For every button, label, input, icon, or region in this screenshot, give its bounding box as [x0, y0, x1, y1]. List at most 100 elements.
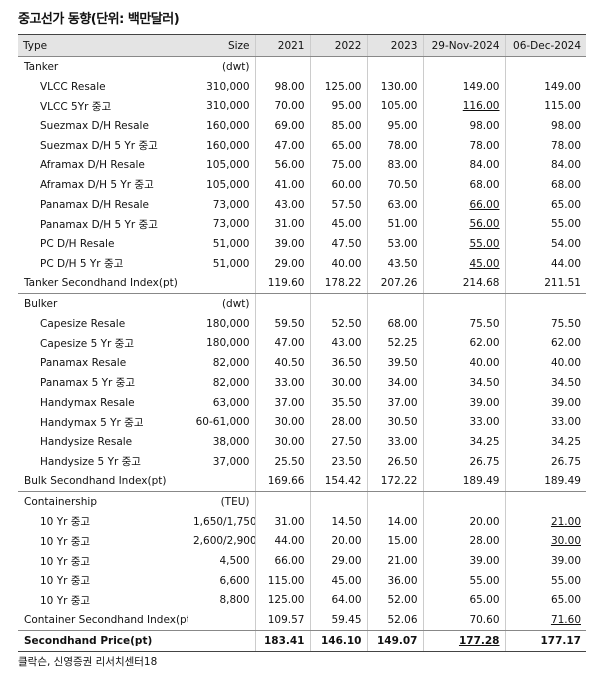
data-row: 10 Yr 중고 2,600/2,900 44.00 20.00 15.00 28.00 3…: [18, 531, 586, 552]
index-name: Bulk Secondhand Index(pt): [18, 471, 188, 493]
value-cell: 36.50: [309, 353, 367, 373]
value-cell: 40.00: [504, 353, 586, 373]
value-cell: 39.00: [504, 551, 586, 571]
value-cell: 75.50: [422, 313, 505, 334]
empty-cell: [422, 293, 505, 314]
value-cell: 95.00: [309, 96, 367, 117]
value-cell: 109.57: [254, 610, 310, 631]
value-cell: 169.66: [254, 471, 310, 493]
value-cell: 52.25: [366, 333, 423, 354]
value-cell: 115.00: [504, 96, 586, 117]
data-row: Panamax 5 Yr 중고 82,000 33.00 30.00 34.00 34.5…: [18, 373, 586, 393]
row-name: Aframax D/H Resale: [40, 159, 145, 172]
value-cell: 27.50: [309, 432, 367, 452]
value-cell: 178.22: [309, 273, 367, 295]
value-cell: 78.00: [504, 135, 586, 156]
empty-cell: [504, 293, 586, 314]
value-cell: 125.00: [309, 76, 367, 97]
row-name: Handysize Resale: [40, 435, 133, 448]
value-cell: 39.00: [422, 551, 505, 571]
value-cell: 59.50: [254, 313, 310, 334]
section-row: Containership (TEU): [18, 491, 586, 512]
value-cell: 65.00: [422, 590, 505, 611]
data-row: PC D/H 5 Yr 중고 51,000 29.00 40.00 43.50 45.00…: [18, 253, 586, 274]
value-cell: 51.00: [366, 214, 423, 235]
value-cell: 34.50: [422, 373, 505, 393]
row-name: Handymax 5 Yr 중고: [40, 416, 144, 429]
value-cell: 26.75: [422, 451, 505, 472]
row-size: 51,000: [212, 238, 250, 251]
value-cell: 56.00: [422, 214, 505, 235]
column-header: Size: [188, 34, 255, 57]
value-cell: 28.00: [309, 412, 367, 433]
value-cell: 115.00: [254, 570, 310, 591]
value-cell: 25.50: [254, 451, 310, 472]
value-cell: 154.42: [309, 471, 367, 493]
row-size: 105,000: [206, 159, 250, 172]
value-cell: 68.00: [504, 175, 586, 195]
row-size: 160,000: [206, 139, 250, 152]
data-row: 10 Yr 중고 1,650/1,750 31.00 14.50 14.00 20.00 2…: [18, 511, 586, 532]
row-name: Suezmax D/H Resale: [40, 119, 149, 132]
row-size: 180,000: [206, 317, 250, 330]
value-cell: 36.00: [366, 570, 423, 591]
section-unit: (dwt): [221, 60, 250, 73]
row-name: Suezmax D/H 5 Yr 중고: [40, 140, 158, 153]
value-cell: 130.00: [366, 76, 423, 97]
value-cell: 78.00: [366, 135, 423, 156]
value-cell: 44.00: [504, 253, 586, 274]
value-cell: 84.00: [504, 155, 586, 176]
value-cell: 149.07: [366, 629, 423, 652]
value-cell: 33.00: [366, 432, 423, 452]
section-row: Tanker (dwt): [18, 56, 586, 77]
empty-cell: [309, 491, 367, 512]
value-cell: 31.00: [254, 511, 310, 532]
value-cell: 62.00: [504, 333, 586, 354]
row-name: Handysize 5 Yr 중고: [40, 456, 141, 469]
value-cell: 40.00: [422, 353, 505, 373]
value-cell: 31.00: [254, 214, 310, 235]
row-size: 60-61,000: [195, 416, 250, 429]
value-cell: 30.50: [366, 412, 423, 433]
section-row: Bulker (dwt): [18, 293, 586, 314]
empty-cell: [504, 491, 586, 512]
value-cell: 34.50: [504, 373, 586, 393]
value-cell: 71.60: [504, 610, 586, 631]
value-cell: 75.50: [504, 313, 586, 334]
value-cell: 14.00: [366, 511, 423, 532]
value-cell: 177.17: [504, 629, 586, 652]
row-name: Aframax D/H 5 Yr 중고: [40, 179, 154, 192]
row-size: 310,000: [206, 100, 250, 113]
row-name: 10 Yr 중고: [40, 516, 91, 529]
empty-cell: [188, 471, 255, 493]
value-cell: 214.68: [422, 273, 505, 295]
value-cell: 43.00: [309, 333, 367, 354]
total-row: Secondhand Price(pt) 183.41 146.10 149.07 17…: [18, 629, 586, 652]
value-cell: 20.00: [309, 531, 367, 552]
data-row: 10 Yr 중고 6,600 115.00 45.00 36.00 55.00 55.00: [18, 570, 586, 591]
value-cell: 119.60: [254, 273, 310, 295]
value-cell: 116.00: [422, 96, 505, 117]
data-row: Capesize Resale 180,000 59.50 52.50 68.00 75.…: [18, 313, 586, 334]
row-size: 63,000: [212, 396, 250, 409]
value-cell: 44.00: [254, 531, 310, 552]
value-cell: 41.00: [254, 175, 310, 195]
value-cell: 177.28: [422, 629, 505, 652]
value-cell: 63.00: [366, 194, 423, 215]
row-name: 10 Yr 중고: [40, 594, 91, 607]
value-cell: 70.60: [422, 610, 505, 631]
row-size: 6,600: [219, 574, 250, 587]
row-name: Capesize Resale: [40, 317, 126, 330]
value-cell: 54.00: [504, 234, 586, 254]
value-cell: 189.49: [422, 471, 505, 493]
row-size: 38,000: [212, 435, 250, 448]
row-name: 10 Yr 중고: [40, 575, 91, 588]
empty-cell: [366, 491, 423, 512]
value-cell: 45.00: [422, 253, 505, 274]
value-cell: 34.00: [366, 373, 423, 393]
row-size: 1,650/1,750: [193, 515, 255, 528]
index-name: Tanker Secondhand Index(pt): [18, 273, 188, 295]
value-cell: 30.00: [254, 432, 310, 452]
value-cell: 34.25: [422, 432, 505, 452]
row-name: Panamax Resale: [40, 357, 127, 370]
